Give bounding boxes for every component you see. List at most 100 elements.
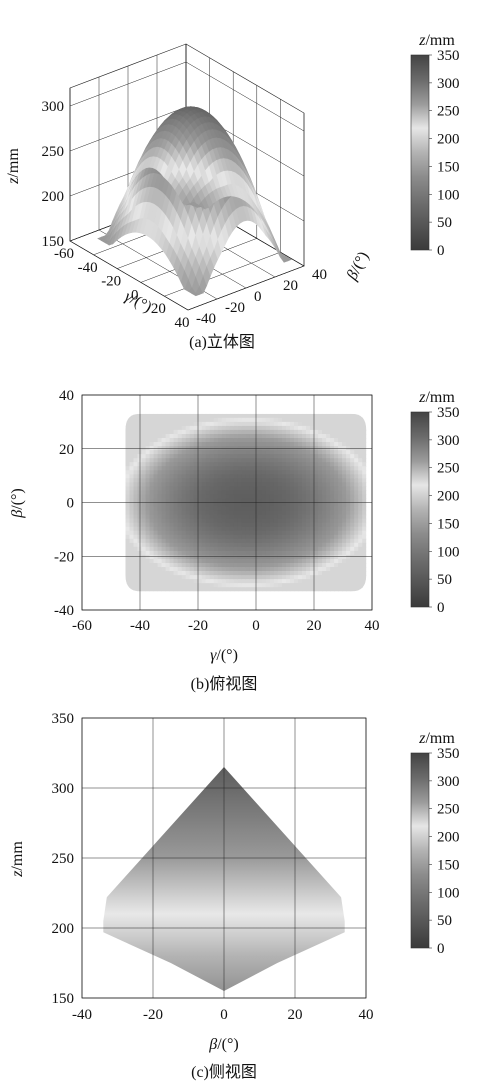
- heatmap-cell: [237, 442, 243, 447]
- heatmap-cell: [346, 522, 351, 528]
- heatmap-cell: [302, 554, 307, 560]
- heatmap-cell: [201, 462, 207, 467]
- heatmap-cell: [177, 579, 183, 584]
- x-tick-label: -40: [78, 260, 98, 276]
- heatmap-cell: [346, 587, 351, 592]
- heatmap-cell: [277, 429, 283, 435]
- heatmap-cell: [181, 567, 187, 572]
- y-axis-label-unit: /(°): [9, 488, 26, 510]
- heatmap-cell: [265, 550, 271, 556]
- heatmap-cell: [161, 587, 167, 592]
- heatmap-cell: [306, 502, 311, 508]
- heatmap-cell: [302, 575, 307, 580]
- heatmap-cell: [346, 482, 351, 487]
- heatmap-cell: [269, 538, 275, 544]
- heatmap-cell: [261, 502, 267, 508]
- heatmap-cell: [165, 538, 171, 544]
- heatmap-cell: [245, 554, 251, 560]
- heatmap-cell: [181, 550, 187, 556]
- heatmap-cell: [241, 554, 247, 560]
- heatmap-cell: [229, 429, 235, 435]
- heatmap-cell: [318, 486, 323, 492]
- heatmap-cell: [181, 575, 187, 580]
- heatmap-cell: [237, 550, 243, 556]
- heatmap-cell: [189, 522, 195, 528]
- heatmap-cell: [306, 522, 311, 528]
- heatmap-cell: [265, 478, 271, 483]
- heatmap-cell: [322, 470, 327, 475]
- heatmap-cell: [233, 575, 239, 580]
- heatmap-cell: [261, 494, 267, 500]
- heatmap-cell: [133, 542, 139, 548]
- heatmap-cell: [233, 587, 239, 592]
- heatmap-cell: [169, 482, 175, 487]
- heatmap-cell: [346, 567, 351, 572]
- heatmap-cell: [318, 429, 323, 435]
- heatmap-cell: [233, 454, 239, 459]
- heatmap-cell: [133, 571, 139, 576]
- heatmap-cell: [177, 486, 183, 492]
- heatmap-cell: [165, 514, 171, 520]
- heatmap-cell: [177, 514, 183, 520]
- heatmap-cell: [129, 498, 135, 504]
- heatmap-cell: [241, 571, 247, 576]
- heatmap-cell: [205, 538, 211, 544]
- heatmap-cell: [145, 579, 151, 584]
- heatmap-cell: [173, 425, 179, 431]
- heatmap-cell: [237, 417, 243, 423]
- heatmap-cell: [269, 514, 275, 520]
- z-axis-label-var: z: [5, 177, 22, 185]
- heatmap-cell: [233, 425, 239, 431]
- heatmap-cell: [173, 454, 179, 459]
- heatmap-cell: [265, 583, 271, 588]
- heatmap-cell: [314, 498, 319, 504]
- heatmap-cell: [209, 482, 215, 487]
- heatmap-cell: [261, 542, 267, 548]
- heatmap-cell: [314, 458, 319, 463]
- heatmap-cell: [181, 563, 187, 568]
- heatmap-cell: [141, 567, 147, 572]
- heatmap-cell: [217, 542, 223, 548]
- heatmap-cell: [310, 518, 315, 524]
- heatmap-cell: [149, 462, 155, 467]
- heatmap-cell: [185, 454, 191, 459]
- heatmap-cell: [277, 502, 283, 508]
- heatmap-cell: [302, 502, 307, 508]
- heatmap-cell: [205, 413, 211, 419]
- heatmap-cell: [346, 514, 351, 520]
- heatmap-cell: [326, 567, 331, 572]
- heatmap-cell: [326, 446, 331, 451]
- heatmap-cell: [350, 470, 355, 475]
- heatmap-cell: [322, 522, 327, 528]
- heatmap-cell: [314, 534, 319, 540]
- heatmap-cell: [189, 538, 195, 544]
- heatmap-cell: [149, 429, 155, 435]
- heatmap-cell: [358, 554, 363, 560]
- heatmap-cell: [334, 421, 339, 427]
- heatmap-cell: [197, 454, 203, 459]
- heatmap-cell: [145, 494, 151, 500]
- heatmap-cell: [338, 474, 343, 479]
- heatmap-cell: [149, 425, 155, 431]
- heatmap-cell: [217, 421, 223, 427]
- heatmap-cell: [201, 567, 207, 572]
- heatmap-cell: [290, 526, 295, 532]
- heatmap-cell: [338, 442, 343, 447]
- heatmap-cell: [277, 558, 283, 564]
- heatmap-cell: [125, 587, 131, 592]
- heatmap-cell: [306, 579, 311, 584]
- heatmap-cell: [217, 474, 223, 479]
- heatmap-cell: [173, 563, 179, 568]
- heatmap-cell: [125, 442, 131, 447]
- heatmap-cell: [326, 470, 331, 475]
- heatmap-cell: [173, 434, 179, 439]
- heatmap-cell: [261, 429, 267, 435]
- heatmap-cell: [326, 438, 331, 443]
- heatmap-cell: [265, 542, 271, 548]
- heatmap-cell: [201, 490, 207, 496]
- heatmap-cell: [237, 563, 243, 568]
- heatmap-cell: [269, 417, 275, 423]
- heatmap-cell: [205, 470, 211, 475]
- heatmap-cell: [229, 417, 235, 423]
- heatmap-cell: [261, 458, 267, 463]
